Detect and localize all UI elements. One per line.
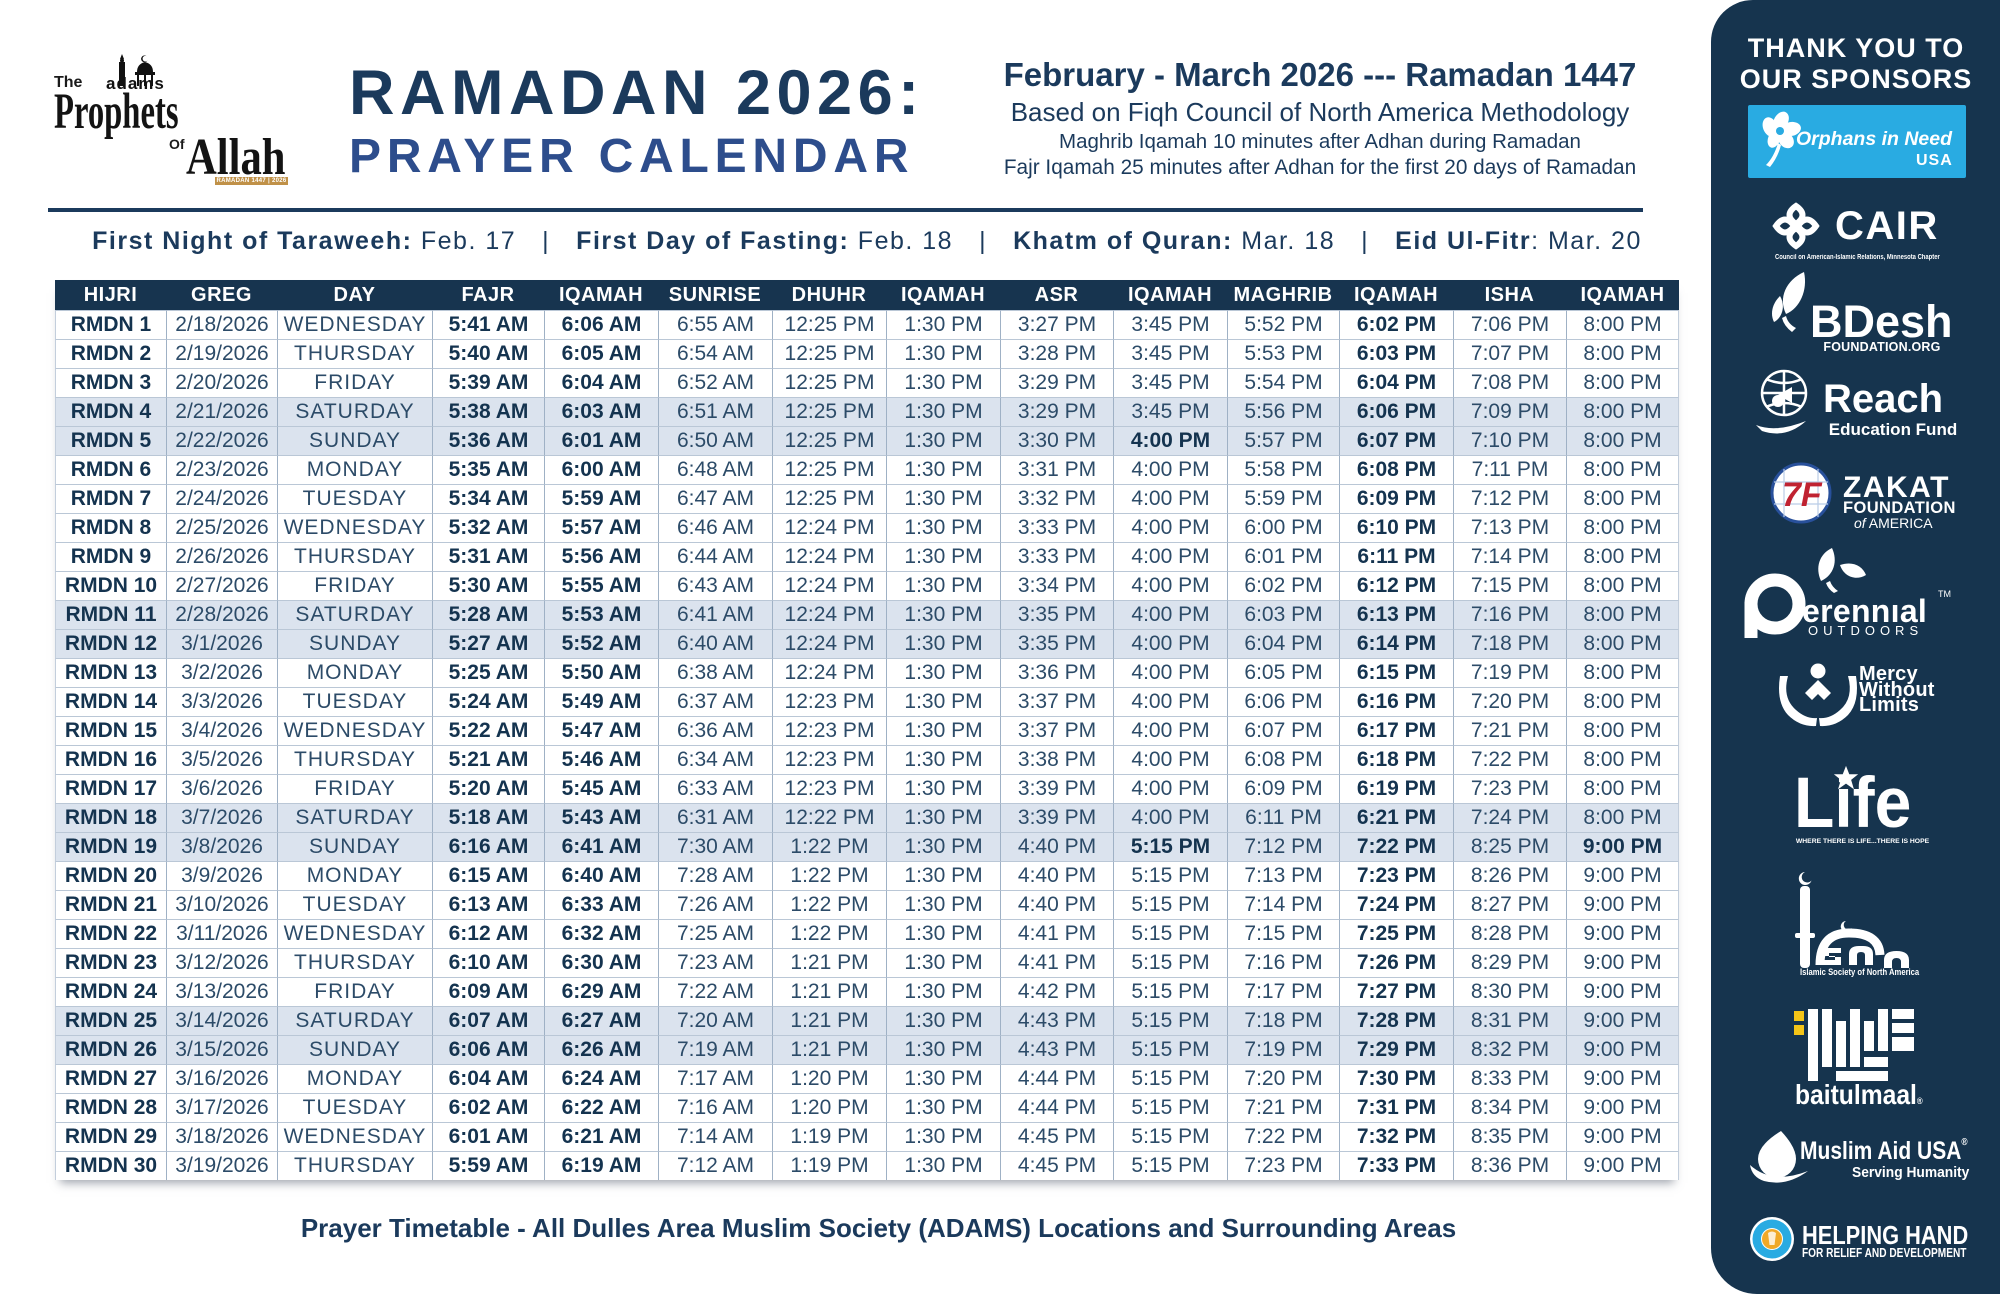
svg-text:7F: 7F — [1782, 476, 1823, 514]
svg-text:USA: USA — [1916, 152, 1953, 169]
svg-text:Orphans in Need: Orphans in Need — [1796, 128, 1953, 150]
svg-text:Reach: Reach — [1823, 377, 1943, 421]
svg-text:CAIR: CAIR — [1835, 204, 1939, 248]
svg-text:erennıal: erennıal — [1802, 593, 1927, 629]
svg-text:TM: TM — [1938, 589, 1951, 599]
svg-text:ZAKAT: ZAKAT — [1843, 471, 1950, 504]
svg-text:of AMERICA: of AMERICA — [1854, 515, 1933, 530]
svg-text:BDesh: BDesh — [1810, 296, 1953, 347]
svg-text:FOUNDATION: FOUNDATION — [1843, 499, 1956, 517]
